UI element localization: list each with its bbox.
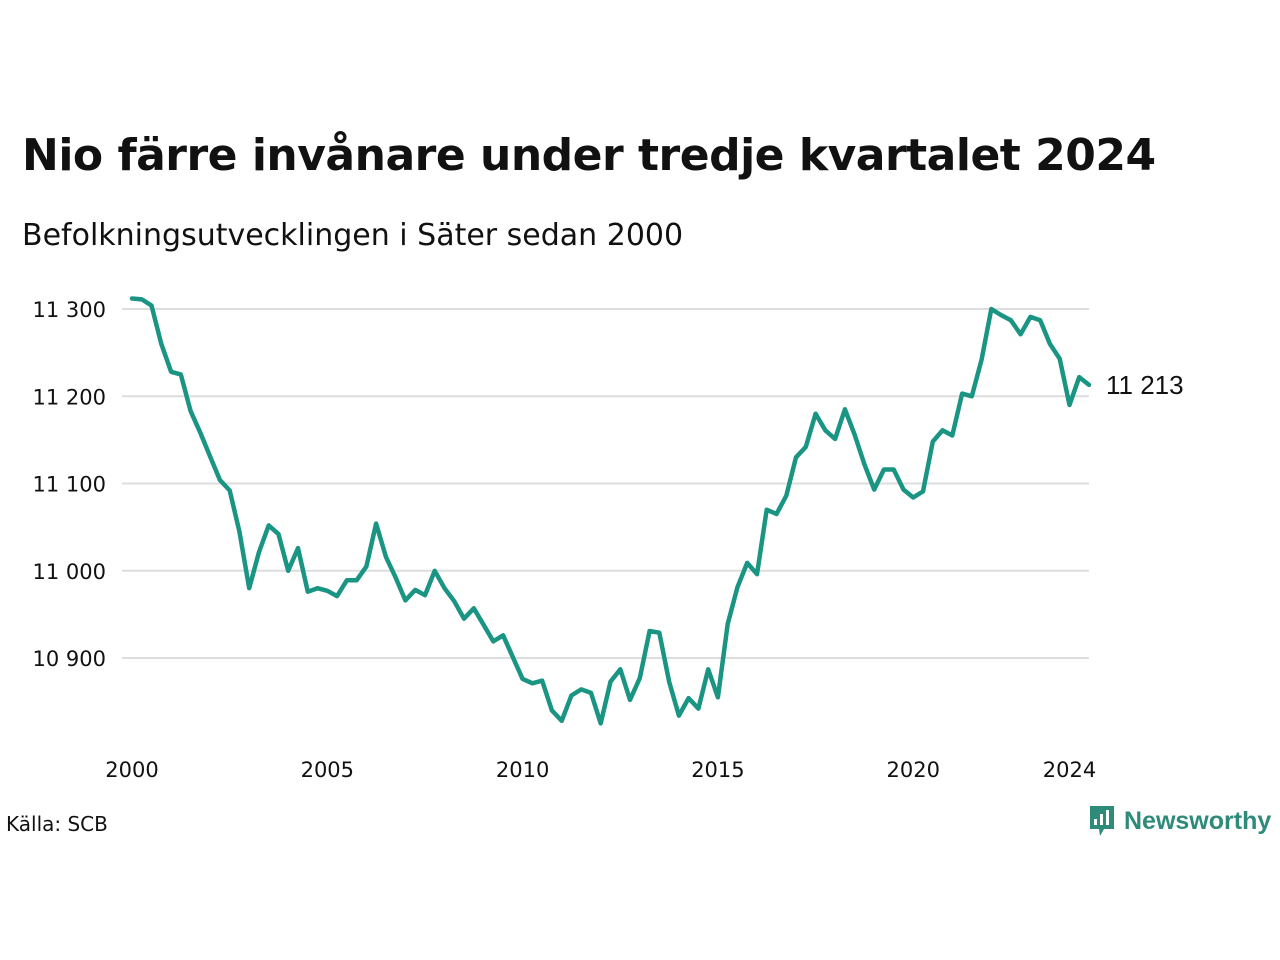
chart-subtitle: Befolkningsutvecklingen i Säter sedan 20… xyxy=(22,218,684,253)
y-tick-label: 11 000 xyxy=(33,560,106,584)
source-note: Källa: SCB xyxy=(6,812,108,836)
y-tick-label: 11 300 xyxy=(33,298,106,322)
x-axis-tick-labels: 2000 2005 2010 2015 2020 2024 xyxy=(105,758,1096,782)
y-axis-tick-labels: 10 900 11 000 11 100 11 200 11 300 xyxy=(33,298,106,671)
x-tick-label: 2000 xyxy=(105,758,158,782)
y-tick-label: 11 200 xyxy=(33,385,106,409)
last-value-label: 11 213 xyxy=(1106,370,1184,400)
x-tick-label: 2015 xyxy=(691,758,744,782)
x-tick-label: 2005 xyxy=(301,758,354,782)
gridlines xyxy=(122,308,1089,659)
x-tick-label: 2020 xyxy=(886,758,939,782)
y-tick-label: 11 100 xyxy=(33,473,106,497)
x-tick-label: 2024 xyxy=(1043,758,1096,782)
y-tick-label: 10 900 xyxy=(33,647,106,671)
x-tick-label: 2010 xyxy=(496,758,549,782)
chart-title: Nio färre invånare under tredje kvartale… xyxy=(22,130,1156,181)
series-layer xyxy=(129,296,1092,726)
newsworthy-logo-icon xyxy=(1090,806,1114,836)
series-line xyxy=(129,296,1092,726)
newsworthy-logo: Newsworthy xyxy=(1088,804,1271,838)
newsworthy-logo-text: Newsworthy xyxy=(1124,806,1272,835)
